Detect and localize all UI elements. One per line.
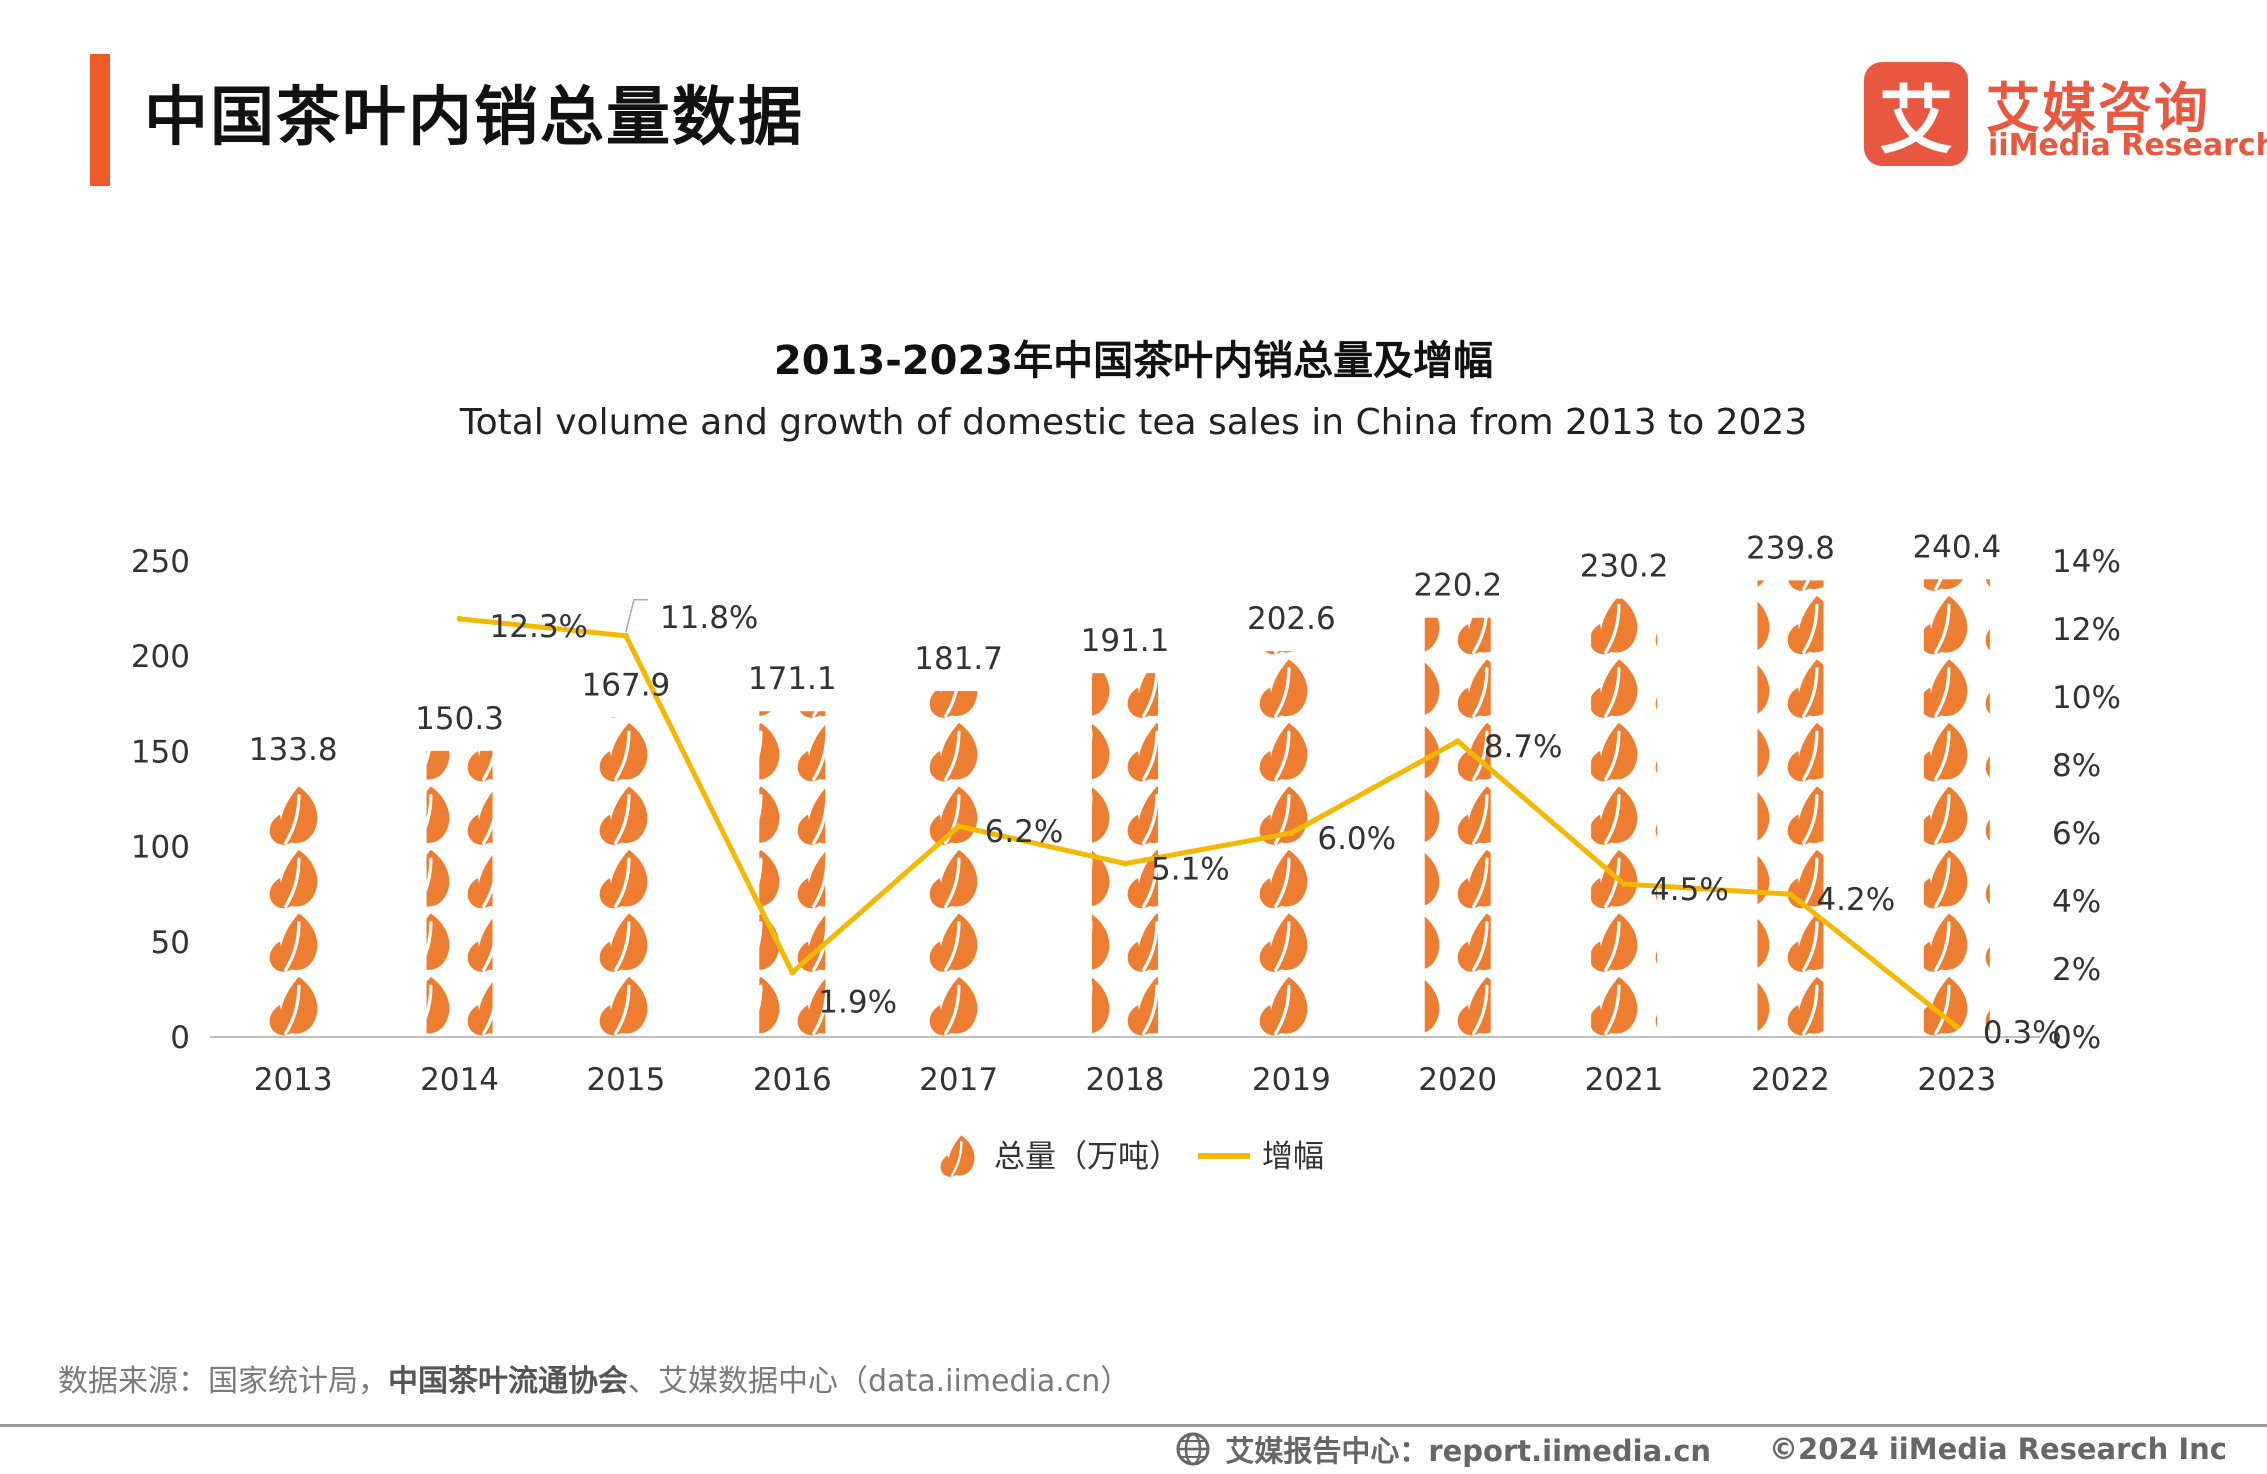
- volume-data-label: 167.9: [582, 667, 671, 703]
- data-source-note: 数据来源：国家统计局，中国茶叶流通协会、艾媒数据中心（data.iimedia.…: [58, 1356, 1130, 1400]
- volume-data-label: 191.1: [1081, 623, 1170, 659]
- x-tick-label: 2023: [1917, 1062, 1996, 1098]
- volume-data-label: 181.7: [914, 641, 1003, 677]
- logo-mark: 艾: [1864, 62, 1968, 166]
- volume-bar: [1424, 617, 1491, 1037]
- volume-bar: [759, 711, 826, 1037]
- y-left-tick-label: 100: [131, 830, 190, 866]
- x-tick-label: 2013: [254, 1062, 333, 1098]
- chart-title: 2013-2023年中国茶叶内销总量及增幅: [773, 338, 1494, 384]
- y-right-tick-label: 6%: [2052, 816, 2101, 852]
- growth-point: [456, 615, 463, 622]
- volume-bar: [1092, 673, 1158, 1037]
- growth-data-label: 1.9%: [818, 984, 897, 1020]
- y-right-tick-label: 12%: [2052, 612, 2121, 648]
- growth-point: [789, 969, 796, 976]
- y-right-tick-label: 2%: [2052, 952, 2101, 988]
- growth-point: [1787, 891, 1794, 898]
- volume-data-label: 171.1: [748, 661, 837, 697]
- x-tick-label: 2022: [1751, 1062, 1830, 1098]
- x-tick-label: 2021: [1585, 1062, 1664, 1098]
- source-suffix: 、艾媒数据中心（data.iimedia.cn）: [628, 1364, 1131, 1399]
- x-tick-label: 2019: [1252, 1062, 1331, 1098]
- growth-point: [1454, 738, 1461, 745]
- iimedia-logo: 艾 艾媒咨询 iiMedia Research: [1864, 62, 2267, 172]
- footer: 艾媒报告中心：report.iimedia.cn ©2024 iiMedia R…: [1175, 1428, 2227, 1470]
- chart-subtitle: Total volume and growth of domestic tea …: [459, 402, 1808, 443]
- sales-chart: 0 50 100 150 200 250 0% 2% 4% 6% 8% 10% 12% 14% 2013 20…: [131, 529, 2121, 1178]
- volume-data-label: 133.8: [249, 732, 338, 768]
- y-right-tick-label: 14%: [2052, 544, 2121, 580]
- globe-icon: [1176, 1432, 1210, 1466]
- growth-line: [457, 616, 1960, 1030]
- source-bold: 中国茶叶流通协会: [388, 1364, 628, 1399]
- growth-point: [1953, 1023, 1960, 1030]
- growth-data-label: 12.3%: [490, 609, 588, 645]
- x-tick-label: 2016: [753, 1062, 832, 1098]
- volume-data-label: 150.3: [415, 701, 504, 737]
- growth-data-label: 11.8%: [660, 600, 758, 636]
- y-right-tick-label: 8%: [2052, 748, 2101, 784]
- y-right-tick-label: 10%: [2052, 680, 2121, 716]
- y-left-tick-label: 150: [131, 734, 190, 770]
- growth-point: [1122, 860, 1128, 867]
- footer-divider: [0, 1424, 2267, 1427]
- growth-point: [1288, 830, 1295, 836]
- y-right-tick-label: 4%: [2052, 884, 2101, 920]
- growth-data-label: 6.2%: [985, 814, 1064, 850]
- y-left-tick-label: 250: [131, 544, 190, 580]
- volume-bar: [1591, 598, 1658, 1037]
- legend-leaf-icon: [939, 1134, 976, 1178]
- y-right-tick-label: 0%: [2052, 1020, 2101, 1056]
- growth-leader-line: [625, 599, 648, 632]
- volume-data-label: 240.4: [1912, 529, 2001, 565]
- volume-data-label: 202.6: [1247, 601, 1336, 637]
- volume-data-label: 239.8: [1746, 530, 1835, 566]
- y-left-tick-label: 200: [131, 639, 190, 675]
- volume-bar: [1757, 580, 1824, 1037]
- growth-point: [955, 823, 962, 830]
- x-tick-label: 2015: [586, 1062, 665, 1098]
- growth-data-label: 6.0%: [1317, 821, 1396, 857]
- title-accent-bar: [90, 54, 110, 186]
- y-left-tick-label: 50: [151, 925, 190, 961]
- page-title: 中国茶叶内销总量数据: [144, 81, 804, 155]
- volume-data-label: 220.2: [1413, 568, 1502, 604]
- footer-copyright: ©2024 iiMedia Research Inc: [1769, 1432, 2227, 1466]
- volume-bar: [260, 782, 327, 1037]
- volume-bar: [1258, 651, 1325, 1037]
- x-tick-label: 2020: [1418, 1062, 1497, 1098]
- legend-volume-label: 总量（万吨）: [994, 1139, 1180, 1175]
- x-tick-label: 2017: [919, 1062, 998, 1098]
- growth-data-label: 5.1%: [1151, 852, 1230, 888]
- growth-data-label: 4.2%: [1816, 882, 1895, 918]
- volume-bar: [925, 691, 992, 1037]
- logo-english-name: iiMedia Research: [1988, 128, 2267, 163]
- volume-bar: [592, 717, 659, 1037]
- legend-growth-label: 增幅: [1262, 1139, 1324, 1175]
- y-left-tick-label: 0: [170, 1020, 190, 1056]
- x-tick-label: 2018: [1086, 1062, 1165, 1098]
- growth-point: [1621, 881, 1628, 887]
- growth-data-label: 4.5%: [1650, 872, 1729, 908]
- growth-data-label: 8.7%: [1484, 729, 1563, 765]
- footer-report-link[interactable]: 艾媒报告中心：report.iimedia.cn: [1225, 1434, 1712, 1468]
- logo-chinese-name: 艾媒咨询: [1986, 77, 2210, 140]
- source-prefix: 数据来源：国家统计局，: [58, 1364, 388, 1399]
- growth-data-label: 0.3%: [1983, 1015, 2062, 1051]
- volume-bar: [1923, 579, 1990, 1037]
- volume-bar: [426, 750, 493, 1037]
- volume-data-label: 230.2: [1580, 549, 1669, 585]
- growth-point: [622, 632, 629, 639]
- x-tick-label: 2014: [420, 1062, 499, 1098]
